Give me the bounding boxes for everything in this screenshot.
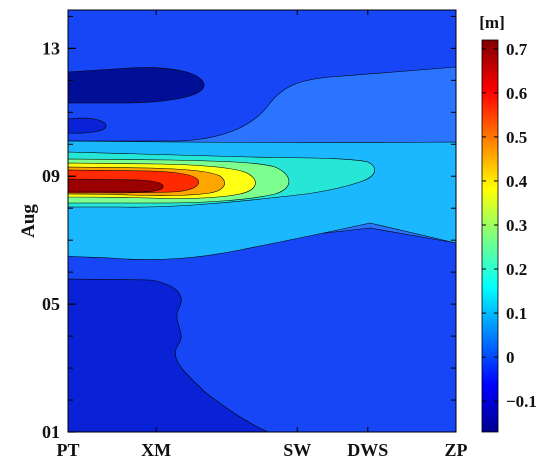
contour-band-maximum: [68, 178, 164, 193]
y-axis: 01 05 09 13: [42, 15, 456, 442]
colorbar-tick-label: 0.4: [506, 172, 528, 191]
x-tick-label-sw: SW: [283, 440, 311, 460]
y-tick-label-05: 05: [42, 294, 60, 314]
x-axis: PT XM SW DWS ZP: [56, 10, 468, 460]
contour-plot-area: [68, 10, 456, 432]
y-tick-label-09: 09: [42, 166, 60, 186]
colorbar-unit-label: [m]: [479, 13, 504, 32]
x-tick-label-xm: XM: [141, 440, 171, 460]
x-tick-label-dws: DWS: [347, 440, 388, 460]
colorbar-tick-label: 0.1: [506, 304, 527, 323]
y-tick-label-13: 13: [42, 38, 60, 58]
contour-band-minimum: [68, 67, 205, 104]
colorbar: [m] −0.1 0 0.1 0.2 0.3 0.4 0.5 0.6 0.7: [479, 13, 537, 433]
colorbar-tick-label: 0.7: [506, 40, 528, 59]
colorbar-tick-label: 0.5: [506, 128, 527, 147]
x-tick-label-zp: ZP: [444, 440, 467, 460]
colorbar-gradient: [481, 39, 499, 433]
colorbar-tick-label: 0: [506, 348, 515, 367]
colorbar-tick-label: 0.2: [506, 260, 527, 279]
contour-band-low-mid: [68, 117, 107, 134]
x-tick-label-pt: PT: [56, 440, 79, 460]
y-tick-label-01: 01: [42, 422, 60, 442]
colorbar-tick-label: 0.6: [506, 84, 527, 103]
y-axis-label: Aug: [18, 204, 39, 238]
colorbar-ticks: −0.1 0 0.1 0.2 0.3 0.4 0.5 0.6 0.7: [482, 40, 537, 411]
colorbar-tick-label: −0.1: [506, 392, 537, 411]
contour-band-low-bottom: [68, 278, 269, 432]
colorbar-tick-label: 0.3: [506, 216, 527, 235]
plot-frame: [67, 9, 457, 433]
